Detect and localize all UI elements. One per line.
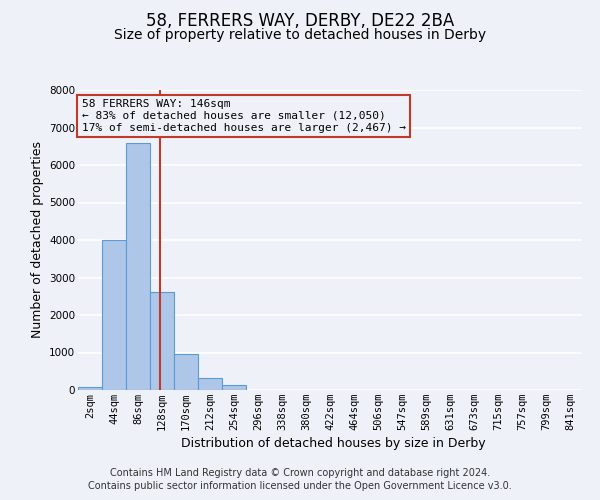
Bar — [150, 292, 174, 390]
Text: Distribution of detached houses by size in Derby: Distribution of detached houses by size … — [181, 438, 485, 450]
Text: Contains HM Land Registry data © Crown copyright and database right 2024.: Contains HM Land Registry data © Crown c… — [110, 468, 490, 477]
Y-axis label: Number of detached properties: Number of detached properties — [31, 142, 44, 338]
Text: 58, FERRERS WAY, DERBY, DE22 2BA: 58, FERRERS WAY, DERBY, DE22 2BA — [146, 12, 454, 30]
Bar — [198, 378, 222, 390]
Bar — [78, 388, 102, 390]
Text: 58 FERRERS WAY: 146sqm
← 83% of detached houses are smaller (12,050)
17% of semi: 58 FERRERS WAY: 146sqm ← 83% of detached… — [82, 100, 406, 132]
Bar — [126, 142, 150, 390]
Bar — [102, 240, 126, 390]
Bar — [174, 354, 198, 390]
Text: Size of property relative to detached houses in Derby: Size of property relative to detached ho… — [114, 28, 486, 42]
Text: Contains public sector information licensed under the Open Government Licence v3: Contains public sector information licen… — [88, 481, 512, 491]
Bar — [222, 385, 246, 390]
